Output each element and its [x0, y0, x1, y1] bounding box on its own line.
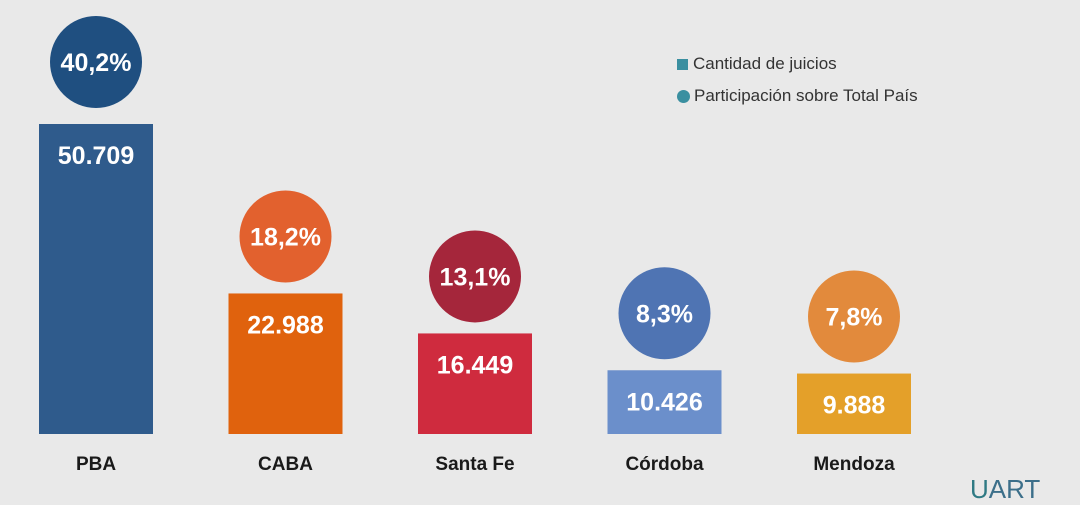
category-label-caba: CABA: [258, 454, 313, 475]
category-label-c-rdoba: Córdoba: [625, 454, 704, 475]
bar-caba: [228, 293, 343, 434]
share-label-mendoza: 7,8%: [826, 304, 883, 332]
share-label-c-rdoba: 8,3%: [636, 300, 693, 328]
share-circle-c-rdoba: [618, 267, 711, 360]
bar-value-label-pba: 50.709: [58, 142, 134, 170]
bar-c-rdoba: [607, 370, 722, 434]
bar-pba: [39, 124, 153, 434]
category-label-santa-fe: Santa Fe: [435, 454, 514, 475]
legend-item-participacion: Participación sobre Total País: [677, 80, 918, 112]
bar-value-label-mendoza: 9.888: [823, 392, 886, 420]
bar-value-label-santa-fe: 16.449: [437, 351, 513, 379]
share-label-caba: 18,2%: [250, 223, 321, 251]
legend: Cantidad de juicios Participación sobre …: [677, 48, 918, 112]
bar-santa-fe: [418, 333, 532, 434]
share-circle-pba: [50, 16, 142, 108]
category-label-pba: PBA: [76, 454, 116, 475]
legend-circle-icon: [677, 89, 690, 103]
bar-mendoza: [797, 373, 911, 434]
logo-u: U: [970, 474, 989, 504]
share-circle-mendoza: [808, 270, 900, 363]
legend-label-participacion: Participación sobre Total País: [694, 86, 918, 105]
legend-square-icon: [677, 58, 688, 70]
bar-value-label-c-rdoba: 10.426: [626, 388, 702, 416]
legend-item-cantidad: Cantidad de juicios: [677, 48, 918, 80]
share-label-santa-fe: 13,1%: [440, 263, 511, 291]
share-circle-santa-fe: [429, 230, 521, 323]
share-label-pba: 40,2%: [61, 49, 132, 77]
category-label-mendoza: Mendoza: [813, 454, 895, 475]
logo-rest: ART: [988, 474, 1041, 504]
share-circle-caba: [239, 190, 332, 283]
uart-logo: UART: [970, 474, 1040, 505]
legend-label-cantidad: Cantidad de juicios: [693, 54, 837, 73]
bar-value-label-caba: 22.988: [247, 311, 324, 339]
